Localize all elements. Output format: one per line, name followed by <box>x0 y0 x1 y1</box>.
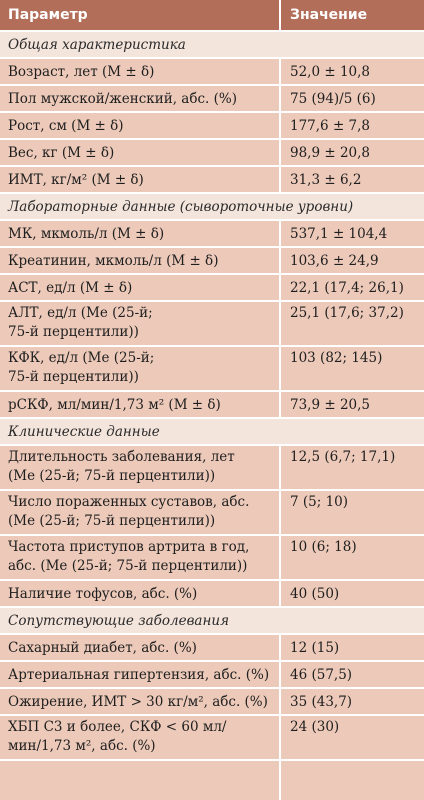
table-row: Рост, см (M ± δ) 177,6 ± 7,8 <box>0 113 424 140</box>
row-value: 24 (30) <box>290 719 340 735</box>
row-value: 22,1 (17,4; 26,1) <box>290 279 404 296</box>
section-header-lab: Лабораторные данные (сывороточные уровни… <box>0 194 424 221</box>
header-parameter: Параметр <box>0 0 281 30</box>
table-row: Артериальная гипертензия, абс. (%) 46 (5… <box>0 662 424 689</box>
row-parameter: МК, мкмоль/л (M ± δ) <box>8 225 165 242</box>
row-value: 35 (43,7) <box>290 693 353 710</box>
header-value: Значение <box>290 7 368 23</box>
table-header: Параметр Значение <box>0 0 424 32</box>
row-value: 25,1 (17,6; 37,2) <box>290 305 404 321</box>
section-title: Лабораторные данные (сывороточные уровни… <box>8 198 354 215</box>
section-header-comorbidities: Сопутствующие заболевания <box>0 608 424 635</box>
row-value: 10 (6; 18) <box>290 539 357 555</box>
table-row: Сахарный диабет, абс. (%) 12 (15) <box>0 635 424 662</box>
section-title: Общая характеристика <box>8 36 186 53</box>
row-parameter: ИМТ, кг/м² (M ± δ) <box>8 171 144 188</box>
row-value: 73,9 ± 20,5 <box>290 396 371 413</box>
row-parameter: Рост, см (M ± δ) <box>8 117 124 134</box>
row-value: 537,1 ± 104,4 <box>290 225 388 242</box>
row-value: 177,6 ± 7,8 <box>290 117 371 134</box>
table-bottom-fill <box>0 761 424 800</box>
row-parameter: Частота приступов артрита в год, абс. (M… <box>8 539 250 574</box>
row-value: 75 (94)/5 (6) <box>290 90 376 107</box>
section-header-clinical: Клинические данные <box>0 419 424 446</box>
row-parameter: Артериальная гипертензия, абс. (%) <box>8 666 270 683</box>
row-parameter: Креатинин, мкмоль/л (M ± δ) <box>8 252 219 269</box>
table-row: КФК, ед/л (Me (25-й; 75-й перцентили)) 1… <box>0 347 424 392</box>
row-value: 12,5 (6,7; 17,1) <box>290 449 396 465</box>
row-parameter: Ожирение, ИМТ > 30 кг/м², абс. (%) <box>8 693 268 710</box>
section-title: Клинические данные <box>8 423 160 440</box>
row-value: 7 (5; 10) <box>290 494 349 510</box>
row-parameter: Наличие тофусов, абс. (%) <box>8 585 198 602</box>
table-row: Возраст, лет (M ± δ) 52,0 ± 10,8 <box>0 59 424 86</box>
table-row: Креатинин, мкмоль/л (M ± δ) 103,6 ± 24,9 <box>0 248 424 275</box>
row-value: 98,9 ± 20,8 <box>290 144 371 161</box>
row-parameter: КФК, ед/л (Me (25-й; 75-й перцентили)) <box>8 350 155 385</box>
table-row: рСКФ, мл/мин/1,73 м² (M ± δ) 73,9 ± 20,5 <box>0 392 424 419</box>
row-value: 40 (50) <box>290 585 340 602</box>
table-row: Длительность заболевания, лет (Me (25-й;… <box>0 446 424 491</box>
table-row: Пол мужской/женский, абс. (%) 75 (94)/5 … <box>0 86 424 113</box>
row-parameter: Вес, кг (M ± δ) <box>8 144 115 161</box>
table-row: Наличие тофусов, абс. (%) 40 (50) <box>0 581 424 608</box>
section-title: Сопутствующие заболевания <box>8 612 230 629</box>
row-value: 31,3 ± 6,2 <box>290 171 362 188</box>
row-value: 103,6 ± 24,9 <box>290 252 379 269</box>
row-value: 52,0 ± 10,8 <box>290 63 371 80</box>
row-parameter: Возраст, лет (M ± δ) <box>8 63 155 80</box>
row-parameter: АЛТ, ед/л (Me (25-й; 75-й перцентили)) <box>8 305 153 340</box>
row-parameter: Сахарный диабет, абс. (%) <box>8 639 197 656</box>
table-row: ХБП С3 и более, СКФ < 60 мл/ мин/1,73 м²… <box>0 716 424 761</box>
row-value: 103 (82; 145) <box>290 350 383 366</box>
row-value: 46 (57,5) <box>290 666 353 683</box>
table-row: ИМТ, кг/м² (M ± δ) 31,3 ± 6,2 <box>0 167 424 194</box>
table-row: Число пораженных суставов, абс. (Me (25-… <box>0 491 424 536</box>
table-row: МК, мкмоль/л (M ± δ) 537,1 ± 104,4 <box>0 221 424 248</box>
row-parameter: Длительность заболевания, лет (Me (25-й;… <box>8 449 235 484</box>
row-parameter: АСТ, ед/л (M ± δ) <box>8 279 133 296</box>
section-header-general: Общая характеристика <box>0 32 424 59</box>
row-parameter: рСКФ, мл/мин/1,73 м² (M ± δ) <box>8 396 221 413</box>
row-parameter: Пол мужской/женский, абс. (%) <box>8 90 237 107</box>
table-row: Ожирение, ИМТ > 30 кг/м², абс. (%) 35 (4… <box>0 689 424 716</box>
row-parameter: ХБП С3 и более, СКФ < 60 мл/ мин/1,73 м²… <box>8 719 227 754</box>
row-value: 12 (15) <box>290 639 340 656</box>
row-parameter: Число пораженных суставов, абс. (Me (25-… <box>8 494 250 529</box>
table-row: Вес, кг (M ± δ) 98,9 ± 20,8 <box>0 140 424 167</box>
table-row: Частота приступов артрита в год, абс. (M… <box>0 536 424 581</box>
table-row: АСТ, ед/л (M ± δ) 22,1 (17,4; 26,1) <box>0 275 424 302</box>
table-row: АЛТ, ед/л (Me (25-й; 75-й перцентили)) 2… <box>0 302 424 347</box>
